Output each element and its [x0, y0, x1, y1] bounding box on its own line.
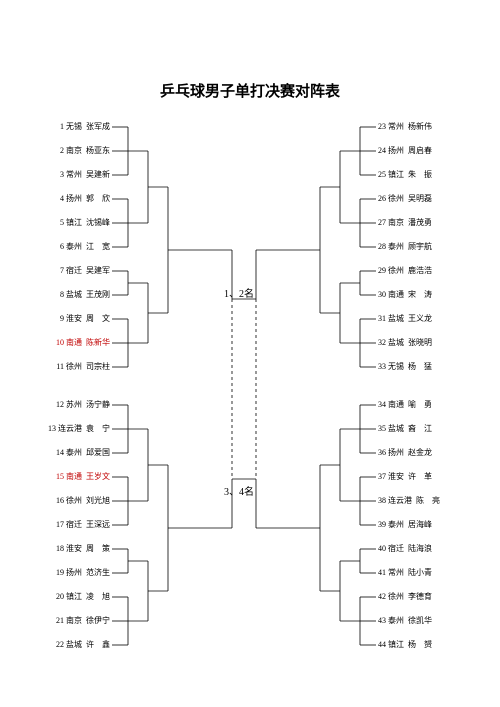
right-entry: 33无锡杨 猛 [378, 363, 432, 371]
right-entry: 34南通喻 勇 [378, 401, 432, 409]
left-entry: 16徐州刘光旭 [0, 497, 110, 505]
right-entry: 36扬州赵金龙 [378, 449, 432, 457]
right-entry: 42徐州李德育 [378, 593, 432, 601]
right-entry: 25镇江朱 振 [378, 171, 432, 179]
left-entry: 3常州吴建新 [0, 171, 110, 179]
right-entry: 26徐州吴明磊 [378, 195, 432, 203]
left-entry: 11徐州司宗柱 [0, 363, 110, 371]
left-entry: 13连云港袁 宁 [0, 425, 110, 433]
right-entry: 40宿迁陆海浪 [378, 545, 432, 553]
left-entry: 5镇江沈锡峰 [0, 219, 110, 227]
right-entry: 29徐州鹿浩浩 [378, 267, 432, 275]
center-label-bottom: 3、4名 [224, 483, 254, 498]
left-entry: 2南京杨亚东 [0, 147, 110, 155]
right-entry: 39泰州居海峰 [378, 521, 432, 529]
right-entry: 37淮安许 革 [378, 473, 432, 481]
right-entry: 30南通宋 涛 [378, 291, 432, 299]
left-entry: 10南通陈新华 [0, 339, 110, 347]
right-entry: 23常州杨新伟 [378, 123, 432, 131]
left-entry: 12苏州汤宁静 [0, 401, 110, 409]
left-entry: 17宿迁王深远 [0, 521, 110, 529]
right-entry: 28泰州顾宇航 [378, 243, 432, 251]
left-entry: 9淮安周 文 [0, 315, 110, 323]
right-entry: 44镇江杨 赟 [378, 641, 432, 649]
right-entry: 24扬州周启春 [378, 147, 432, 155]
left-entry: 21南京徐伊宁 [0, 617, 110, 625]
right-entry: 43泰州徐凯华 [378, 617, 432, 625]
left-entry: 8盐城王茂刚 [0, 291, 110, 299]
left-entry: 4扬州郭 欣 [0, 195, 110, 203]
left-entry: 7宿迁吴建军 [0, 267, 110, 275]
left-entry: 22盐城许 鑫 [0, 641, 110, 649]
left-entry: 15南通王岁文 [0, 473, 110, 481]
left-entry: 20镇江凌 旭 [0, 593, 110, 601]
right-entry: 41常州陆小青 [378, 569, 432, 577]
right-entry: 38连云港陈 亮 [378, 497, 440, 505]
left-entry: 6泰州江 宽 [0, 243, 110, 251]
right-entry: 35盐城裔 江 [378, 425, 432, 433]
left-entry: 19扬州范济生 [0, 569, 110, 577]
left-entry: 14泰州邱爱国 [0, 449, 110, 457]
left-entry: 18淮安周 策 [0, 545, 110, 553]
left-entry: 1无锡张军成 [0, 123, 110, 131]
right-entry: 31盐城王义龙 [378, 315, 432, 323]
right-entry: 32盐城张晓明 [378, 339, 432, 347]
center-label-top: 1、2名 [224, 285, 254, 300]
right-entry: 27南京潘茂勇 [378, 219, 432, 227]
